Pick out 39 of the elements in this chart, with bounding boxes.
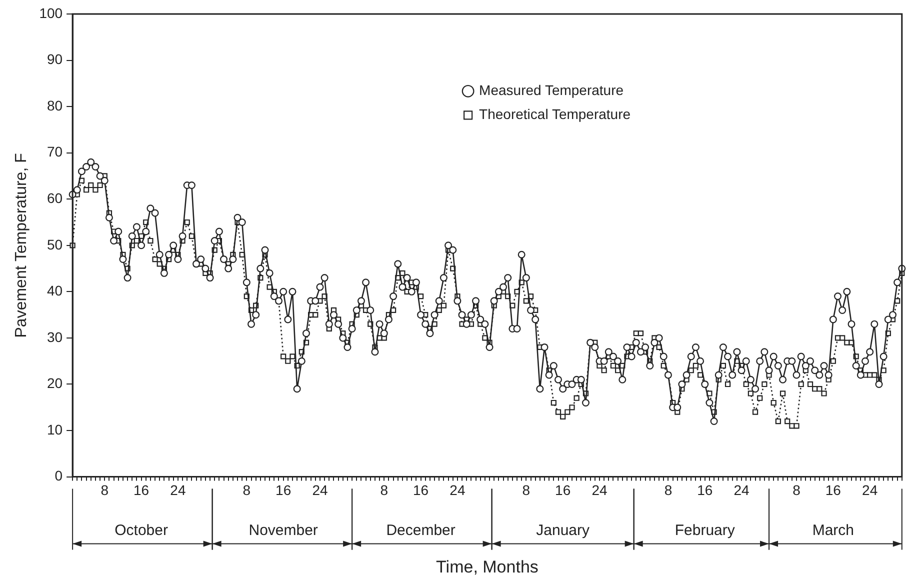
x-tick-label: 24 [170,482,186,498]
y-axis-title: Pavement Temperature, F [13,152,30,338]
y-tick-label: 0 [54,468,63,484]
y-tick-label: 20 [46,375,63,392]
x-tick-label: 16 [825,482,842,498]
y-tick-label: 40 [46,282,63,299]
y-tick-label: 50 [46,236,63,252]
x-tick-label: 8 [522,482,530,498]
text: December [386,522,456,539]
y-tick-label: 80 [46,97,63,114]
y-tick-label: 10 [46,421,63,438]
text: March [812,522,854,539]
x-tick-label: 8 [380,482,388,498]
x-tick-label: 16 [134,482,150,498]
x-tick-label: 16 [697,482,713,498]
y-tick-label: 30 [46,328,63,345]
text: January [536,522,590,539]
x-tick-label: 8 [664,482,672,498]
x-tick-label: 16 [555,482,571,498]
legend-label: Measured Temperature [479,82,624,98]
x-tick-label: 24 [734,482,750,498]
x-tick-label: 24 [312,482,328,498]
x-tick-label: 16 [413,482,429,498]
y-tick-label: 70 [46,144,63,160]
x-tick-label: 16 [276,482,292,498]
x-tick-label: 24 [862,482,878,498]
text: November [248,522,318,539]
x-tick-label: 8 [100,482,109,498]
x-tick-label: 8 [792,482,801,498]
text: October [114,522,168,539]
legend-label: Theoretical Temperature [479,106,631,122]
text: February [674,522,736,539]
y-tick-label: 100 [39,4,63,21]
y-tick-label: 90 [46,51,63,68]
x-tick-label: 8 [242,482,251,498]
x-tick-label: 24 [450,482,466,498]
x-tick-label: 24 [592,482,608,498]
y-tick-label: 60 [46,190,63,206]
x-axis-title: Time, Months [436,557,538,576]
